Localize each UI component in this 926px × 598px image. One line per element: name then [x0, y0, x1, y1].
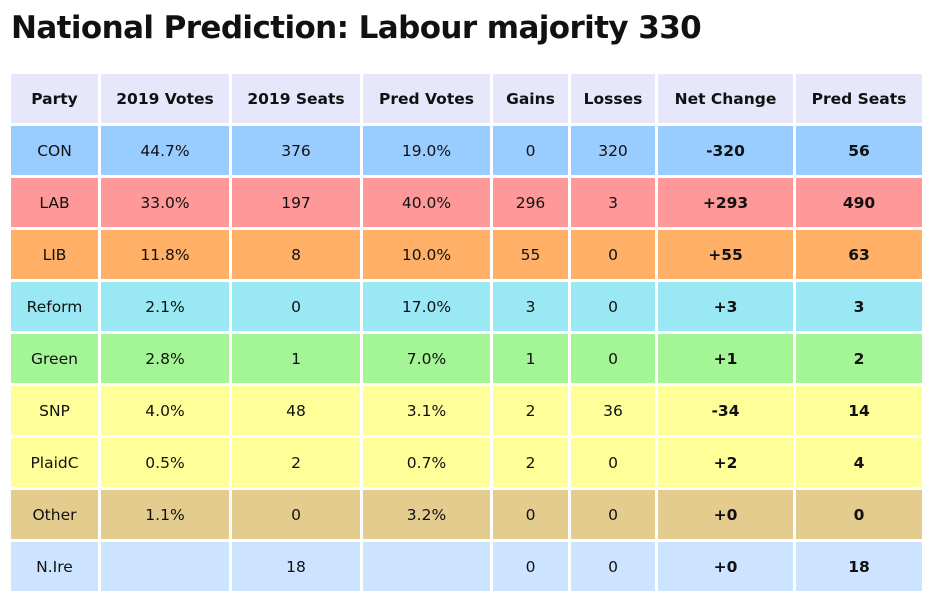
- table-row: N.Ire 18 0 0 +0 18: [11, 542, 922, 591]
- net-change-cell: +1: [658, 334, 793, 383]
- table-row: SNP 4.0% 48 3.1% 2 36 -34 14: [11, 386, 922, 435]
- table-row: LIB 11.8% 8 10.0% 55 0 +55 63: [11, 230, 922, 279]
- party-cell: LAB: [11, 178, 98, 227]
- net-change-cell: +55: [658, 230, 793, 279]
- votes-2019-cell: 0.5%: [101, 438, 229, 487]
- gains-cell: 0: [493, 490, 568, 539]
- votes-2019-cell: 11.8%: [101, 230, 229, 279]
- votes-2019-cell: 1.1%: [101, 490, 229, 539]
- party-cell: PlaidC: [11, 438, 98, 487]
- net-change-cell: +293: [658, 178, 793, 227]
- net-change-cell: +3: [658, 282, 793, 331]
- pred-seats-cell: 490: [796, 178, 922, 227]
- pred-votes-cell: 7.0%: [363, 334, 490, 383]
- losses-cell: 3: [571, 178, 655, 227]
- gains-cell: 0: [493, 542, 568, 591]
- pred-votes-cell: 0.7%: [363, 438, 490, 487]
- pred-seats-cell: 18: [796, 542, 922, 591]
- pred-votes-cell: 3.2%: [363, 490, 490, 539]
- votes-2019-cell: [101, 542, 229, 591]
- pred-seats-cell: 4: [796, 438, 922, 487]
- table-row: Reform 2.1% 0 17.0% 3 0 +3 3: [11, 282, 922, 331]
- seats-2019-cell: 197: [232, 178, 360, 227]
- votes-2019-cell: 2.8%: [101, 334, 229, 383]
- table-row: Green 2.8% 1 7.0% 1 0 +1 2: [11, 334, 922, 383]
- seats-2019-cell: 1: [232, 334, 360, 383]
- pred-votes-cell: 10.0%: [363, 230, 490, 279]
- gains-cell: 2: [493, 386, 568, 435]
- gains-cell: 0: [493, 126, 568, 175]
- net-change-cell: +2: [658, 438, 793, 487]
- party-cell: Other: [11, 490, 98, 539]
- votes-2019-cell: 2.1%: [101, 282, 229, 331]
- seats-2019-cell: 0: [232, 490, 360, 539]
- net-change-cell: -34: [658, 386, 793, 435]
- party-cell: CON: [11, 126, 98, 175]
- pred-seats-cell: 3: [796, 282, 922, 331]
- header-party: Party: [11, 74, 98, 123]
- gains-cell: 55: [493, 230, 568, 279]
- pred-seats-cell: 63: [796, 230, 922, 279]
- table-row: LAB 33.0% 197 40.0% 296 3 +293 490: [11, 178, 922, 227]
- gains-cell: 3: [493, 282, 568, 331]
- party-cell: SNP: [11, 386, 98, 435]
- header-2019-seats: 2019 Seats: [232, 74, 360, 123]
- party-cell: N.Ire: [11, 542, 98, 591]
- seats-2019-cell: 48: [232, 386, 360, 435]
- net-change-cell: +0: [658, 542, 793, 591]
- losses-cell: 0: [571, 230, 655, 279]
- header-pred-votes: Pred Votes: [363, 74, 490, 123]
- table-row: CON 44.7% 376 19.0% 0 320 -320 56: [11, 126, 922, 175]
- seats-2019-cell: 2: [232, 438, 360, 487]
- header-net-change: Net Change: [658, 74, 793, 123]
- losses-cell: 320: [571, 126, 655, 175]
- table-row: Other 1.1% 0 3.2% 0 0 +0 0: [11, 490, 922, 539]
- losses-cell: 36: [571, 386, 655, 435]
- pred-votes-cell: [363, 542, 490, 591]
- pred-votes-cell: 3.1%: [363, 386, 490, 435]
- gains-cell: 296: [493, 178, 568, 227]
- header-gains: Gains: [493, 74, 568, 123]
- header-2019-votes: 2019 Votes: [101, 74, 229, 123]
- losses-cell: 0: [571, 282, 655, 331]
- seats-2019-cell: 18: [232, 542, 360, 591]
- party-cell: Green: [11, 334, 98, 383]
- party-cell: LIB: [11, 230, 98, 279]
- table-header-row: Party 2019 Votes 2019 Seats Pred Votes G…: [11, 74, 922, 123]
- pred-votes-cell: 19.0%: [363, 126, 490, 175]
- losses-cell: 0: [571, 542, 655, 591]
- losses-cell: 0: [571, 438, 655, 487]
- votes-2019-cell: 44.7%: [101, 126, 229, 175]
- party-cell: Reform: [11, 282, 98, 331]
- seats-2019-cell: 376: [232, 126, 360, 175]
- page-title: National Prediction: Labour majority 330: [11, 10, 702, 46]
- table-row: PlaidC 0.5% 2 0.7% 2 0 +2 4: [11, 438, 922, 487]
- net-change-cell: +0: [658, 490, 793, 539]
- losses-cell: 0: [571, 490, 655, 539]
- header-pred-seats: Pred Seats: [796, 74, 922, 123]
- pred-votes-cell: 40.0%: [363, 178, 490, 227]
- seats-2019-cell: 0: [232, 282, 360, 331]
- pred-seats-cell: 2: [796, 334, 922, 383]
- pred-seats-cell: 0: [796, 490, 922, 539]
- prediction-table: Party 2019 Votes 2019 Seats Pred Votes G…: [8, 71, 925, 594]
- votes-2019-cell: 33.0%: [101, 178, 229, 227]
- seats-2019-cell: 8: [232, 230, 360, 279]
- header-losses: Losses: [571, 74, 655, 123]
- gains-cell: 2: [493, 438, 568, 487]
- losses-cell: 0: [571, 334, 655, 383]
- net-change-cell: -320: [658, 126, 793, 175]
- pred-seats-cell: 56: [796, 126, 922, 175]
- votes-2019-cell: 4.0%: [101, 386, 229, 435]
- pred-votes-cell: 17.0%: [363, 282, 490, 331]
- gains-cell: 1: [493, 334, 568, 383]
- pred-seats-cell: 14: [796, 386, 922, 435]
